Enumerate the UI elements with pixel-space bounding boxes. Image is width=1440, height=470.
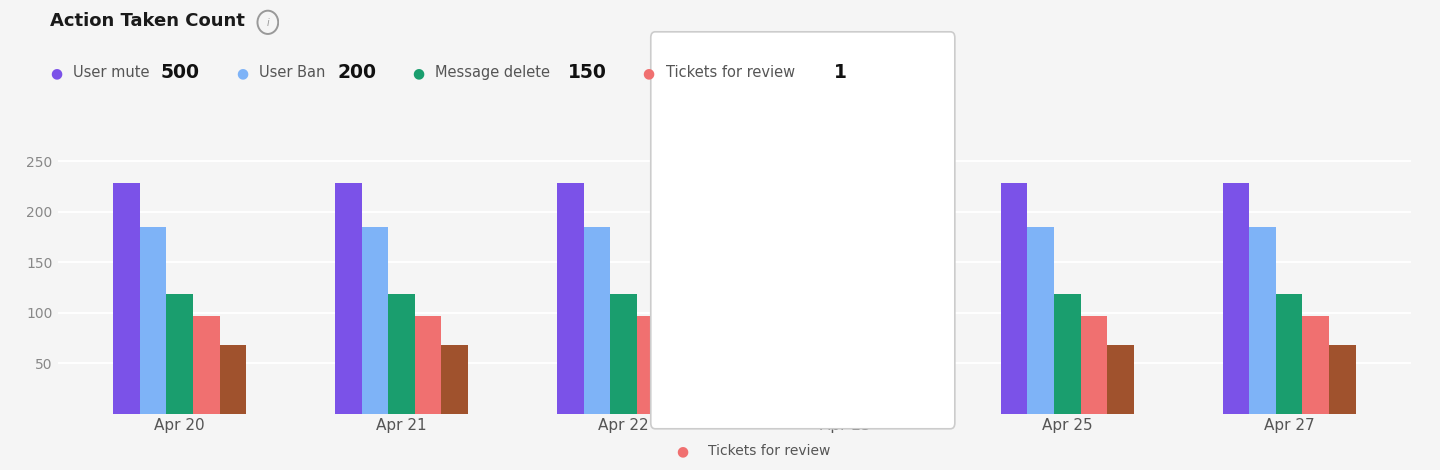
Text: ●: ● — [50, 66, 62, 80]
Bar — [557, 183, 583, 414]
Bar — [1302, 316, 1329, 414]
Text: Total: Total — [675, 107, 710, 122]
Text: 150: 150 — [708, 384, 743, 402]
Bar — [336, 183, 361, 414]
Bar — [1276, 295, 1302, 414]
Bar — [858, 316, 886, 414]
Bar — [1329, 345, 1355, 414]
Bar — [664, 345, 690, 414]
Bar — [389, 295, 415, 414]
Text: 200: 200 — [337, 63, 376, 82]
Bar — [805, 227, 832, 414]
Text: Tickets for review: Tickets for review — [665, 65, 795, 80]
Text: Nov 23, 2024: Nov 23, 2024 — [675, 64, 789, 79]
Text: ●: ● — [642, 66, 655, 80]
Text: Message delete: Message delete — [435, 65, 550, 80]
Bar — [219, 345, 246, 414]
Bar — [193, 316, 219, 414]
Bar — [1001, 183, 1027, 414]
Text: 200: 200 — [708, 292, 743, 310]
Text: i: i — [266, 18, 269, 28]
Bar — [1054, 295, 1080, 414]
Bar — [361, 227, 389, 414]
Bar — [779, 183, 805, 414]
Text: ●: ● — [236, 66, 248, 80]
Bar — [886, 345, 912, 414]
Bar — [1223, 183, 1250, 414]
Bar — [1107, 345, 1133, 414]
Text: 150: 150 — [567, 63, 606, 82]
Bar — [1250, 227, 1276, 414]
FancyBboxPatch shape — [651, 32, 955, 429]
Text: User mute: User mute — [708, 167, 780, 180]
Bar — [167, 295, 193, 414]
Bar — [1027, 227, 1054, 414]
Text: Message delete: Message delete — [708, 352, 818, 366]
Text: ●: ● — [412, 66, 425, 80]
Bar — [1080, 316, 1107, 414]
Text: User Ban: User Ban — [259, 65, 325, 80]
Text: User ban: User ban — [708, 259, 770, 273]
Text: User mute: User mute — [73, 65, 150, 80]
Text: ●: ● — [675, 259, 688, 273]
Bar — [832, 295, 858, 414]
Text: ●: ● — [675, 167, 688, 180]
Text: Action Taken Count: Action Taken Count — [50, 12, 245, 30]
Text: ●: ● — [675, 352, 688, 366]
Text: 1: 1 — [834, 63, 847, 82]
Bar — [636, 316, 664, 414]
Bar — [442, 345, 468, 414]
Bar — [140, 227, 167, 414]
Bar — [415, 316, 442, 414]
Text: Tickets for review: Tickets for review — [708, 444, 831, 458]
Bar — [583, 227, 611, 414]
Text: 500: 500 — [161, 63, 200, 82]
Bar — [611, 295, 636, 414]
Text: 500: 500 — [708, 199, 743, 218]
Bar — [114, 183, 140, 414]
Text: ●: ● — [675, 444, 688, 458]
Text: 1000: 1000 — [768, 107, 812, 122]
